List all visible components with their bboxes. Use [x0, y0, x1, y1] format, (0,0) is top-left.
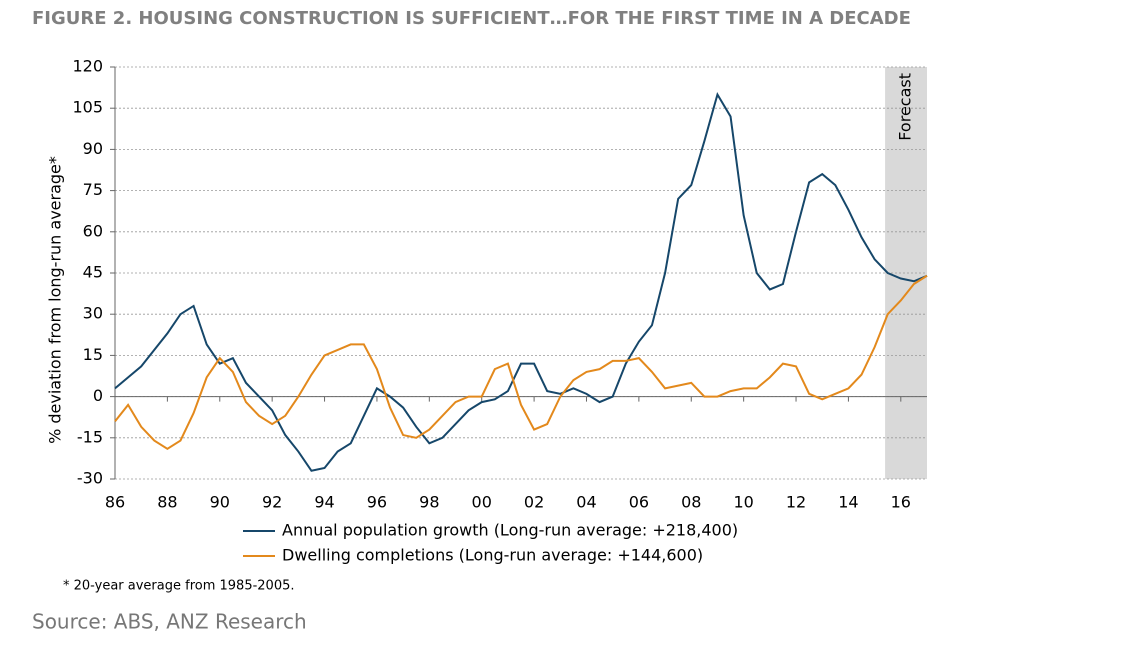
x-tick-label: 88: [157, 493, 177, 512]
y-tick-label: -30: [77, 469, 103, 488]
y-tick-label: 75: [83, 180, 103, 199]
y-tick-label: -15: [77, 427, 103, 446]
y-tick-label: 45: [83, 263, 103, 282]
x-tick-label: 86: [105, 493, 125, 512]
chart-title: FIGURE 2. HOUSING CONSTRUCTION IS SUFFIC…: [32, 8, 911, 29]
legend-label: Dwelling completions (Long-run average: …: [282, 546, 703, 565]
y-tick-label: 105: [72, 98, 103, 117]
x-tick-label: 10: [733, 493, 753, 512]
series-line: [114, 274, 928, 450]
y-tick-label: 30: [83, 304, 103, 323]
x-tick-label: 00: [472, 493, 492, 512]
x-tick-label: 04: [576, 493, 596, 512]
y-axis-label: % deviation from long-run average*: [46, 156, 65, 444]
y-tick-label: 120: [72, 57, 103, 76]
legend-label: Annual population growth (Long-run avera…: [282, 521, 738, 540]
x-tick-label: 16: [891, 493, 911, 512]
y-tick-label: 90: [83, 139, 103, 158]
x-tick-label: 98: [419, 493, 439, 512]
x-tick-label: 08: [681, 493, 701, 512]
x-tick-label: 12: [786, 493, 806, 512]
x-tick-label: 02: [524, 493, 544, 512]
source: Source: ABS, ANZ Research: [32, 610, 307, 634]
y-tick-label: 0: [93, 386, 103, 405]
x-tick-label: 90: [210, 493, 230, 512]
footnote: * 20-year average from 1985-2005.: [63, 579, 295, 594]
x-tick-label: 92: [262, 493, 282, 512]
x-tick-label: 94: [314, 493, 334, 512]
y-tick-label: 15: [83, 345, 103, 364]
x-tick-label: 96: [367, 493, 387, 512]
x-tick-label: 06: [629, 493, 649, 512]
x-tick-label: 14: [838, 493, 858, 512]
series-line: [114, 91, 928, 472]
forecast-label: Forecast: [896, 73, 915, 141]
y-tick-label: 60: [83, 221, 103, 240]
